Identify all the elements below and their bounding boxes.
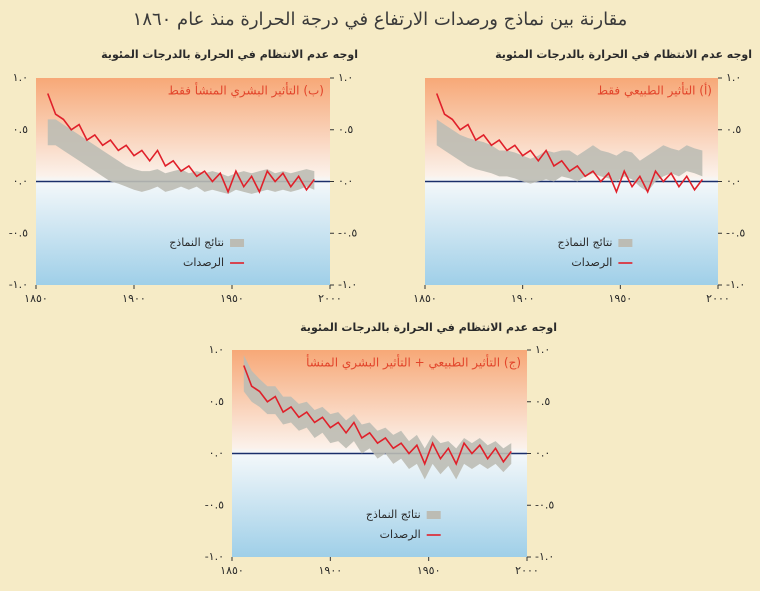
legend-swatch	[426, 511, 441, 519]
model-band	[243, 355, 512, 480]
legend-label: نتائج النماذج	[366, 508, 421, 521]
y-tick-label: ١.٠	[13, 71, 28, 84]
y-tick-label: -١.٠	[726, 278, 745, 291]
chart-title: اوجه عدم الانتظام في الحرارة بالدرجات ال…	[495, 48, 752, 61]
y-tick-label: ١.٠	[338, 71, 353, 84]
x-tick-label: ٢٠٠٠	[318, 292, 342, 305]
y-tick-label: ٠.٠	[535, 447, 550, 460]
y-tick-label: ٠.٥	[726, 123, 741, 136]
x-tick-label: ١٨٥٠	[413, 292, 437, 305]
panel-label: (ج) التأثير الطبيعي + التأثير البشري الم…	[306, 354, 521, 371]
legend-label: نتائج النماذج	[558, 236, 613, 249]
legend-swatch	[618, 239, 633, 247]
observation-line	[435, 93, 704, 195]
x-tick-label: ١٩٠٠	[319, 564, 343, 577]
chart-title: اوجه عدم الانتظام في الحرارة بالدرجات ال…	[101, 48, 358, 61]
model-band	[436, 119, 703, 192]
x-tick-label: ١٨٥٠	[24, 292, 48, 305]
y-tick-label: ٠.٥	[209, 395, 224, 408]
figure-title: مقارنة بين نماذج ورصدات الارتفاع في درجة…	[133, 9, 628, 30]
legend-label: الرصدات	[380, 528, 421, 541]
y-tick-label: -١.٠	[9, 278, 28, 291]
x-tick-label: ٢٠٠٠	[706, 292, 730, 305]
y-tick-label: ١.٠	[726, 71, 741, 84]
y-tick-label: -٠.٥	[726, 226, 745, 239]
y-tick-label: -٠.٥	[205, 498, 224, 511]
y-tick-label: -٠.٥	[9, 226, 28, 239]
panel-label: (ب) التأثير البشري المنشأ فقط	[168, 82, 324, 99]
chart-title: اوجه عدم الانتظام في الحرارة بالدرجات ال…	[300, 321, 557, 334]
y-tick-label: ٠.٥	[535, 395, 550, 408]
y-tick-label: -١.٠	[535, 550, 554, 563]
y-tick-label: ٠.٠	[338, 175, 353, 188]
x-tick-label: ١٩٠٠	[511, 292, 535, 305]
y-tick-label: ١.٠	[209, 343, 224, 356]
legend-label: الرصدات	[571, 256, 612, 269]
legend-label: نتائج النماذج	[169, 236, 224, 249]
y-tick-label: -١.٠	[338, 278, 357, 291]
y-tick-label: ٠.٥	[13, 123, 28, 136]
observation-line	[47, 93, 315, 195]
y-tick-label: ٠.٥	[338, 123, 353, 136]
x-tick-label: ٢٠٠٠	[515, 564, 539, 577]
model-band	[47, 119, 315, 194]
x-tick-label: ١٩٥٠	[220, 292, 244, 305]
panel-label: (أ) التأثير الطبيعي فقط	[597, 82, 712, 99]
x-tick-label: ١٩٠٠	[122, 292, 146, 305]
y-tick-label: ٠.٠	[726, 175, 741, 188]
y-tick-label: -١.٠	[205, 550, 224, 563]
y-tick-label: -٠.٥	[338, 226, 357, 239]
y-tick-label: ٠.٠	[13, 175, 28, 188]
x-tick-label: ١٩٥٠	[417, 564, 441, 577]
x-tick-label: ١٩٥٠	[609, 292, 633, 305]
y-tick-label: ١.٠	[535, 343, 550, 356]
legend-label: الرصدات	[183, 256, 224, 269]
y-tick-label: ٠.٠	[209, 447, 224, 460]
observation-line	[243, 365, 512, 466]
x-tick-label: ١٨٥٠	[220, 564, 244, 577]
y-tick-label: -٠.٥	[535, 498, 554, 511]
legend-swatch	[230, 239, 245, 247]
